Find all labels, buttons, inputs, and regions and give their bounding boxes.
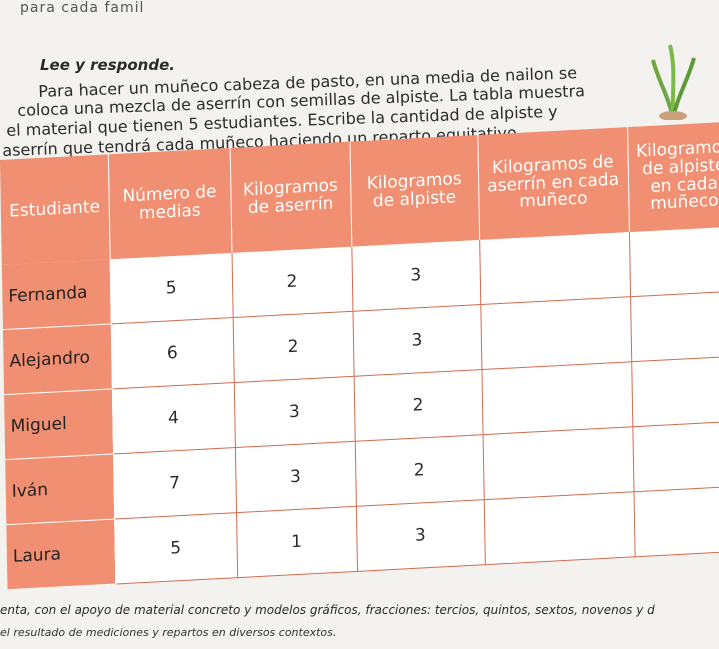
header-numero-medias: Número de medias <box>107 147 232 260</box>
distribution-table-wrapper: Estudiante Número de medias Kilogramos d… <box>0 121 719 600</box>
student-name: Alejandro <box>2 323 112 395</box>
medias-cell: 6 <box>110 317 234 389</box>
header-kg-alpiste: Kilogramos de alpiste <box>349 134 480 247</box>
header-kg-aserrin: Kilogramos de aserrín <box>229 141 352 254</box>
answer-aserrin-cell[interactable] <box>483 491 635 565</box>
header-kg-alpiste-muneco: Kilogramos de alpiste en cada muñeco <box>627 121 719 233</box>
medias-cell: 5 <box>109 253 233 324</box>
medias-cell: 4 <box>111 382 235 454</box>
footer-line-1: enta, con el apoyo de material concreto … <box>0 603 655 617</box>
answer-aserrin-cell[interactable] <box>481 361 633 435</box>
aserrin-cell: 2 <box>231 246 353 318</box>
alpiste-cell: 3 <box>351 240 481 312</box>
student-name: Fernanda <box>1 259 111 330</box>
header-estudiante: Estudiante <box>0 154 110 266</box>
footer-line-2: el resultado de mediciones y repartos en… <box>0 626 337 639</box>
grass-plant-icon <box>651 44 696 120</box>
section-heading: Lee y responde. <box>40 56 175 74</box>
answer-alpiste-cell[interactable] <box>633 485 719 557</box>
answer-alpiste-cell[interactable] <box>631 355 719 427</box>
medias-cell: 7 <box>113 447 237 520</box>
answer-alpiste-cell[interactable] <box>628 226 719 297</box>
answer-aserrin-cell[interactable] <box>482 426 634 500</box>
distribution-table: Estudiante Número de medias Kilogramos d… <box>0 121 719 590</box>
alpiste-cell: 2 <box>353 369 483 442</box>
student-name: Laura <box>6 519 116 590</box>
aserrin-cell: 3 <box>234 441 356 513</box>
answer-alpiste-cell[interactable] <box>632 420 719 492</box>
student-name: Miguel <box>4 388 114 460</box>
alpiste-cell: 3 <box>355 499 485 572</box>
aserrin-cell: 2 <box>232 311 354 383</box>
answer-alpiste-cell[interactable] <box>630 290 719 362</box>
student-name: Iván <box>5 453 115 525</box>
aserrin-cell: 1 <box>236 506 358 578</box>
aserrin-cell: 3 <box>233 376 355 448</box>
alpiste-cell: 2 <box>354 434 484 507</box>
top-note: para cada famil <box>20 0 145 16</box>
answer-aserrin-cell[interactable] <box>479 232 631 305</box>
header-kg-aserrin-muneco: Kilogramos de aserrín en cada muñeco <box>477 127 629 241</box>
medias-cell: 5 <box>114 512 238 585</box>
answer-aserrin-cell[interactable] <box>480 296 632 370</box>
alpiste-cell: 3 <box>352 304 482 377</box>
